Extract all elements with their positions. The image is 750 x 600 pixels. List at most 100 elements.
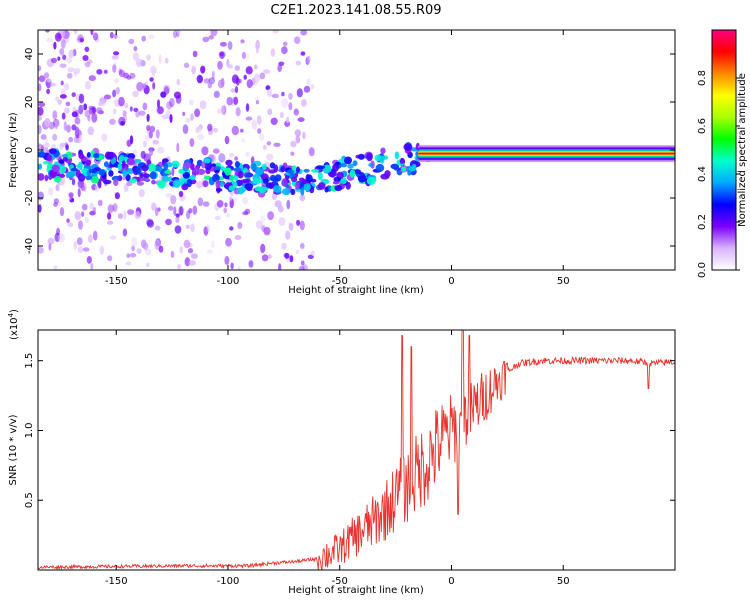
spectrogram-cell — [84, 46, 90, 53]
spectrogram-cell — [286, 199, 291, 210]
spectrogram-cell — [148, 34, 155, 40]
spectrogram-cell — [300, 99, 307, 107]
spectrogram-cell — [84, 110, 91, 118]
spectrogram-cell — [93, 153, 100, 159]
spectrogram-cell — [136, 248, 142, 254]
spectrogram-cell — [244, 172, 253, 178]
spectrogram-cell — [125, 261, 132, 266]
spectrogram-cell — [141, 35, 146, 42]
spectrogram-cell — [69, 197, 75, 203]
spectrogram-cell — [175, 216, 180, 224]
spectrogram-cell — [132, 90, 139, 98]
colorbar-tick-label: 0.4 — [697, 166, 708, 182]
spectrogram-cell — [202, 36, 210, 43]
spectrogram-cell — [233, 96, 239, 106]
spectrogram-cell — [255, 100, 260, 105]
chart-title: C2E1.2023.141.08.55.R09 — [270, 3, 441, 18]
spectrogram-cell — [289, 255, 294, 263]
spectrogram-cell — [68, 49, 74, 59]
spectrogram-cell — [70, 167, 79, 172]
spectrogram-cell — [215, 180, 221, 189]
spectrogram-cell — [121, 160, 126, 169]
spectrogram-cell — [55, 96, 59, 102]
spectrogram-x-tick-label: 50 — [557, 276, 570, 287]
spectrogram-cell — [284, 252, 290, 259]
spectrogram-cell — [38, 75, 46, 82]
spectrogram-cell — [150, 65, 157, 75]
spectrogram-cell — [256, 115, 262, 125]
spectrogram-cell — [53, 198, 59, 204]
spectrogram-cell — [266, 88, 273, 97]
spectrogram-cell — [185, 224, 190, 230]
spectrogram-cell — [262, 144, 267, 151]
spectrogram-cell — [311, 168, 320, 173]
spectrogram-cell — [74, 68, 81, 74]
spectrogram-cell — [300, 51, 306, 56]
spectrogram-cell — [113, 51, 120, 56]
spectrogram-cell — [91, 106, 97, 114]
spectrogram-cell — [113, 108, 117, 115]
spectrogram-cell — [38, 246, 44, 254]
spectrogram-cell — [71, 111, 78, 118]
spectrogram-cell — [244, 208, 251, 215]
spectrogram-cell — [190, 174, 196, 181]
spectrogram-y-ticks: 40 20 0 -20 -40 — [24, 48, 675, 254]
spectrogram-cell — [260, 215, 266, 223]
spectrogram-cell — [151, 202, 157, 211]
spectrogram-cell — [160, 91, 167, 98]
spectrogram-cell — [87, 59, 93, 64]
spectrogram-cell — [290, 176, 298, 182]
spectrogram-cell — [76, 237, 83, 246]
spectrogram-cell — [173, 91, 182, 99]
spectrogram-cell — [299, 220, 305, 231]
spectrogram-cell — [135, 166, 142, 175]
spectrogram-cell — [55, 184, 60, 192]
spectrogram-cell — [151, 179, 156, 185]
spectrogram-cell — [38, 83, 42, 92]
spectrogram-cell — [86, 256, 92, 264]
spectrogram-cell — [288, 222, 294, 231]
spectrogram-cell — [74, 117, 81, 125]
spectrogram-cell — [340, 163, 347, 168]
spectrogram-cell — [146, 113, 150, 122]
spectrogram-cell — [60, 80, 64, 86]
spectrogram-cell — [136, 181, 144, 186]
spectrogram-cell — [207, 82, 212, 89]
spectrogram-cell — [176, 78, 181, 86]
spectrogram-cell — [290, 151, 295, 156]
spectrogram-cell — [277, 64, 283, 72]
spectrogram-cell — [268, 254, 272, 259]
spectrogram-cell — [65, 144, 69, 151]
spectrogram-cell — [306, 78, 311, 86]
spectrogram-cell — [157, 166, 163, 173]
spectrogram-cell — [192, 171, 199, 176]
spectrogram-cell — [332, 180, 340, 185]
spectrogram-cell — [227, 41, 233, 50]
spectrogram-cell — [200, 65, 206, 74]
spectrogram-cell — [38, 173, 45, 181]
spectrogram-cell — [347, 163, 354, 169]
spectrogram-cell — [107, 255, 113, 262]
spectrogram-cell — [156, 99, 161, 109]
snr-y-tick-label: 1.0 — [24, 423, 35, 439]
spectrogram-cell — [212, 148, 220, 154]
spectrogram-cell — [61, 112, 66, 120]
spectrogram-cell — [280, 165, 286, 173]
spectrogram-cell — [94, 184, 99, 192]
spectrogram-cell — [165, 193, 173, 198]
spectrogram-cell — [221, 105, 225, 115]
spectrogram-x-tick-label: -150 — [105, 276, 128, 287]
spectrogram-cell — [78, 93, 85, 104]
spectrogram-cell — [237, 266, 241, 270]
snr-series — [38, 330, 675, 570]
spectrogram-cell — [169, 114, 173, 123]
spectrogram-cell — [172, 179, 181, 188]
spectrogram-cell — [227, 64, 234, 69]
spectrogram-cell — [306, 55, 311, 65]
spectrogram-cell — [358, 153, 365, 160]
spectrogram-cell — [53, 176, 62, 183]
spectrogram-cell — [128, 38, 135, 45]
spectrogram-cell — [263, 226, 271, 236]
spectrogram-cell — [88, 168, 98, 174]
spectrogram-cell — [241, 138, 245, 143]
